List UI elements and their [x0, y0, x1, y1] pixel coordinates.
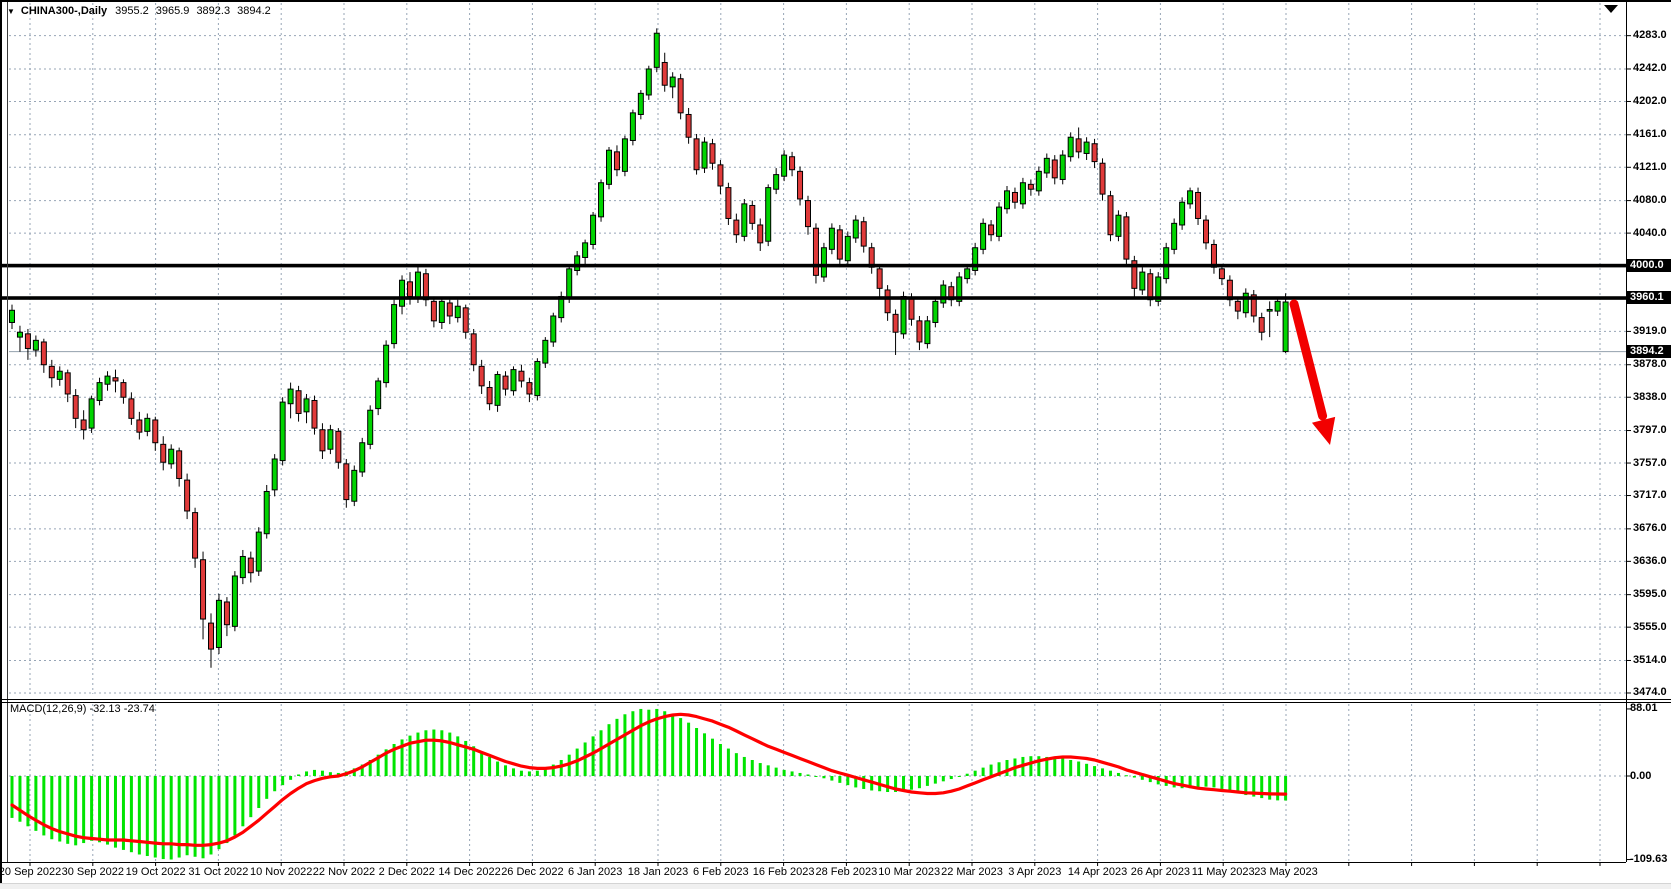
- quote-header: ▼ CHINA300-,Daily 3955.2 3965.9 3892.3 3…: [7, 4, 278, 18]
- price-axis-label: 3514.0: [1633, 653, 1667, 666]
- price-level-tag-4000: 4000.0: [1627, 259, 1671, 272]
- price-axis-label: 3555.0: [1633, 620, 1667, 633]
- date-axis-label: 28 Feb 2023: [815, 866, 878, 878]
- price-axis-label: 3757.0: [1633, 456, 1667, 469]
- date-axis-label: 22 Nov 2022: [312, 866, 376, 878]
- symbol-dropdown-icon[interactable]: ▼: [7, 6, 15, 16]
- price-level-tag-3960: 3960.1: [1627, 291, 1671, 304]
- window-bottom-strip: [0, 883, 1671, 889]
- date-axis-label: 10 Nov 2022: [249, 866, 313, 878]
- date-axis-label: 6 Jan 2023: [567, 866, 623, 878]
- candlestick-series: [9, 28, 1289, 668]
- price-axis-label: 3838.0: [1633, 390, 1667, 403]
- date-axis-label: 10 Mar 2023: [878, 866, 941, 878]
- date-axis-label: 3 Apr 2023: [1008, 866, 1062, 878]
- date-axis-label: 14 Apr 2023: [1067, 866, 1128, 878]
- quote-close: 3894.2: [237, 5, 271, 17]
- macd-indicator-label: MACD(12,26,9) -32.13 -23.74: [10, 703, 155, 715]
- date-axis-label: 22 Mar 2023: [941, 866, 1003, 878]
- price-axis-label: 4242.0: [1633, 62, 1667, 75]
- price-axis-label: 3474.0: [1633, 686, 1667, 699]
- price-axis-label: 3878.0: [1633, 358, 1667, 371]
- date-axis-label: 23 May 2023: [1254, 866, 1318, 878]
- macd-signal-line: [10, 712, 1288, 847]
- macd-axis-label: 88.01: [1630, 702, 1658, 715]
- price-axis-label: 4040.0: [1633, 226, 1667, 239]
- date-axis-label: 16 Feb 2023: [752, 866, 815, 878]
- date-axis-label: 2 Dec 2022: [378, 866, 435, 878]
- date-axis-label: 30 Sep 2022: [61, 866, 124, 878]
- quote-low: 3892.3: [196, 5, 231, 17]
- date-axis-label: 18 Jan 2023: [627, 866, 689, 878]
- current-price-tag: 3894.2: [1627, 345, 1671, 358]
- date-axis-label: 31 Oct 2022: [188, 866, 249, 878]
- window-top-border: [0, 0, 1671, 2]
- macd-histogram: [10, 708, 1288, 860]
- price-axis-label: 4080.0: [1633, 194, 1667, 207]
- horizontal-level-line-4000.0[interactable]: [2, 263, 1626, 268]
- price-axis-label: 3797.0: [1633, 424, 1667, 437]
- price-axis-label: 3919.0: [1633, 324, 1667, 337]
- date-axis-label: 26 Apr 2023: [1130, 866, 1191, 878]
- horizontal-level-line-3960.1[interactable]: [2, 296, 1626, 300]
- chart-shift-marker[interactable]: [1604, 5, 1618, 13]
- price-axis-label: 3636.0: [1633, 554, 1667, 567]
- trend-arrow-shaft[interactable]: [1289, 299, 1328, 421]
- date-axis-label: 19 Oct 2022: [125, 866, 186, 878]
- plot-left-edge: [7, 2, 8, 862]
- trend-arrow-head[interactable]: [1311, 416, 1336, 445]
- price-axis-label: 3717.0: [1633, 489, 1667, 502]
- macd-axis-label: -109.63: [1630, 853, 1668, 866]
- date-axis-label: 11 May 2023: [1191, 866, 1255, 878]
- macd-axis-label: 0.00: [1630, 769, 1652, 782]
- price-axis-label: 4283.0: [1633, 29, 1667, 42]
- date-axis-label: 6 Feb 2023: [692, 866, 749, 878]
- price-axis-label: 3595.0: [1633, 588, 1667, 601]
- window-left-border: [0, 0, 2, 883]
- date-axis-label: 14 Dec 2022: [438, 866, 501, 878]
- price-axis-label: 4161.0: [1633, 128, 1667, 141]
- price-axis-label: 3676.0: [1633, 522, 1667, 535]
- price-axis-label: 4121.0: [1633, 160, 1667, 173]
- quote-open: 3955.2: [115, 5, 149, 17]
- date-axis-label: 20 Sep 2022: [0, 866, 62, 878]
- price-axis-label: 4202.0: [1633, 94, 1667, 107]
- date-axis-label: 26 Dec 2022: [501, 866, 564, 878]
- quote-high: 3965.9: [155, 5, 190, 17]
- symbol-period-label: CHINA300-,Daily: [20, 5, 108, 17]
